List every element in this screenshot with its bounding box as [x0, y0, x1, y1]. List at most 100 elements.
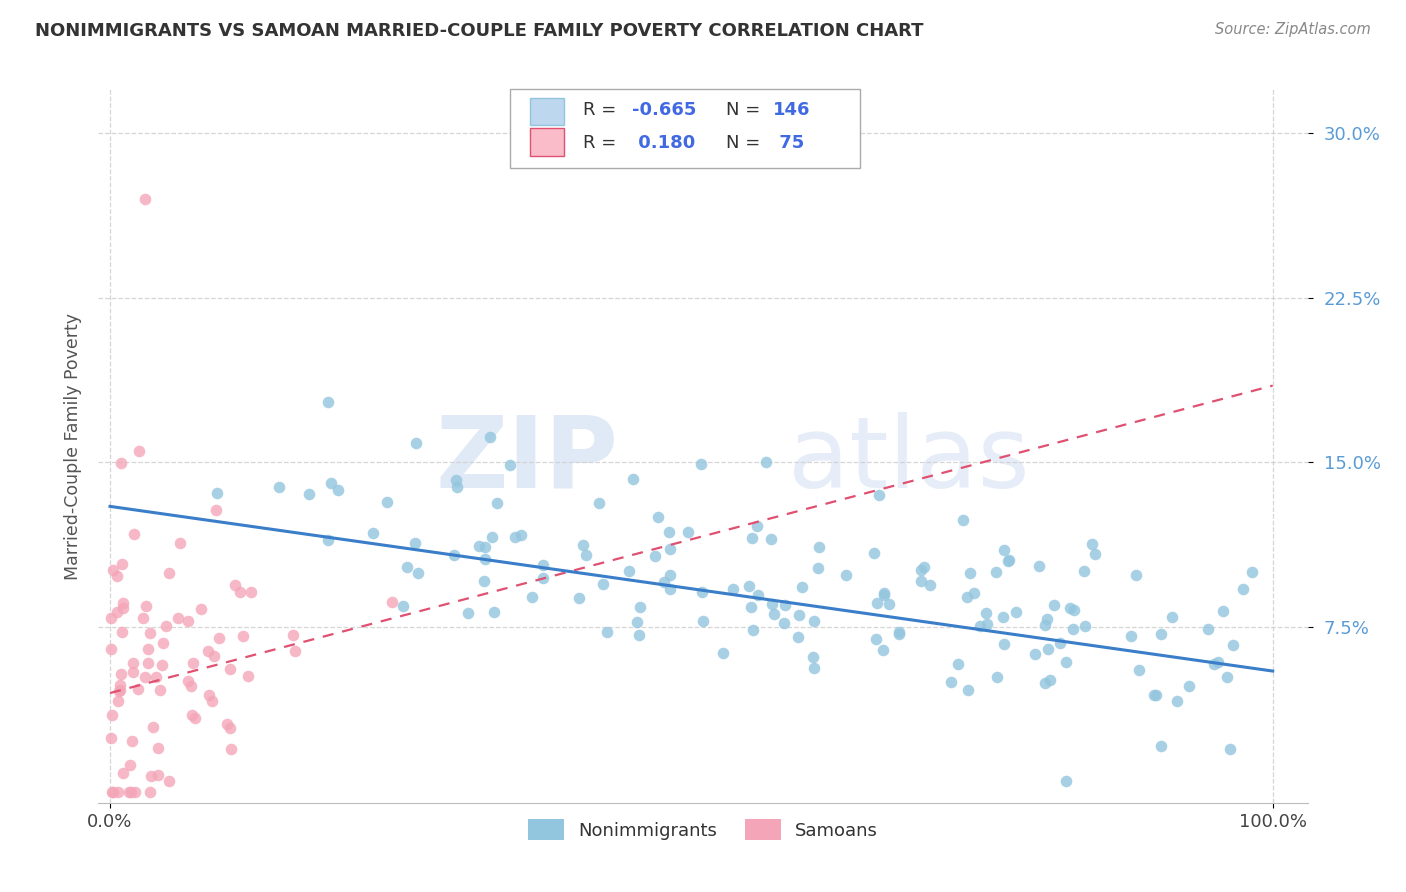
Point: [157, 566, 180, 581]
Point: [510, 528, 533, 542]
Point: [202, 649, 225, 664]
Point: [177, 614, 200, 628]
Point: [121, 733, 143, 747]
Point: [121, 665, 143, 679]
Point: [690, 457, 713, 471]
Text: atlas: atlas: [787, 412, 1029, 508]
Point: [1222, 638, 1244, 652]
Point: [761, 532, 783, 546]
Point: [801, 650, 824, 665]
Point: [1039, 673, 1062, 687]
Point: [218, 721, 240, 735]
Point: [1054, 773, 1077, 788]
Point: [181, 707, 204, 722]
Point: [531, 570, 554, 584]
Point: [762, 607, 785, 622]
Point: [111, 558, 134, 572]
Point: [740, 600, 762, 615]
Point: [1150, 627, 1173, 641]
Point: [986, 670, 1008, 684]
Point: [108, 683, 131, 698]
Point: [444, 473, 467, 487]
Point: [865, 632, 887, 646]
Point: [592, 577, 614, 591]
Text: R =: R =: [583, 101, 623, 119]
Point: [775, 598, 797, 612]
Point: [1202, 657, 1225, 671]
Text: N =: N =: [725, 134, 766, 152]
Point: [711, 646, 734, 660]
Point: [644, 549, 666, 563]
Point: [741, 531, 763, 545]
Point: [107, 694, 129, 708]
Point: [742, 623, 765, 637]
Point: [319, 475, 342, 490]
Point: [939, 675, 962, 690]
Point: [1074, 619, 1097, 633]
Point: [138, 656, 160, 670]
Point: [617, 564, 640, 578]
Point: [877, 597, 900, 611]
Point: [111, 625, 134, 640]
Point: [1149, 739, 1171, 754]
Point: [100, 611, 122, 625]
Point: [110, 678, 132, 692]
Point: [281, 628, 304, 642]
Point: [167, 611, 190, 625]
Point: [659, 567, 682, 582]
Point: [676, 524, 699, 539]
Point: [790, 581, 813, 595]
Text: Source: ZipAtlas.com: Source: ZipAtlas.com: [1215, 22, 1371, 37]
Point: [808, 541, 831, 555]
Point: [482, 605, 505, 619]
Point: [132, 610, 155, 624]
Point: [803, 661, 825, 675]
Point: [120, 757, 142, 772]
Point: [122, 656, 145, 670]
Point: [139, 785, 162, 799]
Text: 75: 75: [773, 134, 804, 152]
Point: [180, 679, 202, 693]
Point: [406, 566, 429, 581]
Point: [361, 526, 384, 541]
Point: [381, 595, 404, 609]
Point: [872, 642, 894, 657]
Text: ZIP: ZIP: [436, 412, 619, 508]
Point: [1005, 605, 1028, 619]
Text: NONIMMIGRANTS VS SAMOAN MARRIED-COUPLE FAMILY POVERTY CORRELATION CHART: NONIMMIGRANTS VS SAMOAN MARRIED-COUPLE F…: [35, 22, 924, 40]
Point: [197, 644, 219, 658]
Point: [865, 596, 887, 610]
Point: [107, 785, 129, 799]
Point: [572, 538, 595, 552]
Point: [446, 480, 468, 494]
Point: [1036, 612, 1059, 626]
Point: [1241, 565, 1264, 579]
Point: [575, 548, 598, 562]
Point: [155, 619, 177, 633]
Point: [405, 436, 427, 450]
Point: [1073, 564, 1095, 578]
Point: [150, 658, 173, 673]
Point: [628, 600, 651, 615]
Point: [588, 496, 610, 510]
Point: [205, 503, 228, 517]
Point: [221, 742, 243, 756]
Point: [101, 563, 124, 577]
Point: [1166, 694, 1188, 708]
Point: [395, 560, 418, 574]
Point: [169, 535, 191, 549]
Point: [868, 488, 890, 502]
Point: [621, 472, 644, 486]
Point: [910, 574, 932, 589]
Point: [215, 717, 238, 731]
Point: [1059, 601, 1081, 615]
Point: [1119, 629, 1142, 643]
Point: [159, 773, 181, 788]
Point: [692, 615, 714, 629]
Point: [626, 615, 648, 629]
Point: [146, 741, 169, 756]
Point: [201, 694, 224, 708]
Point: [391, 599, 413, 614]
Point: [472, 574, 495, 588]
Point: [181, 656, 204, 670]
